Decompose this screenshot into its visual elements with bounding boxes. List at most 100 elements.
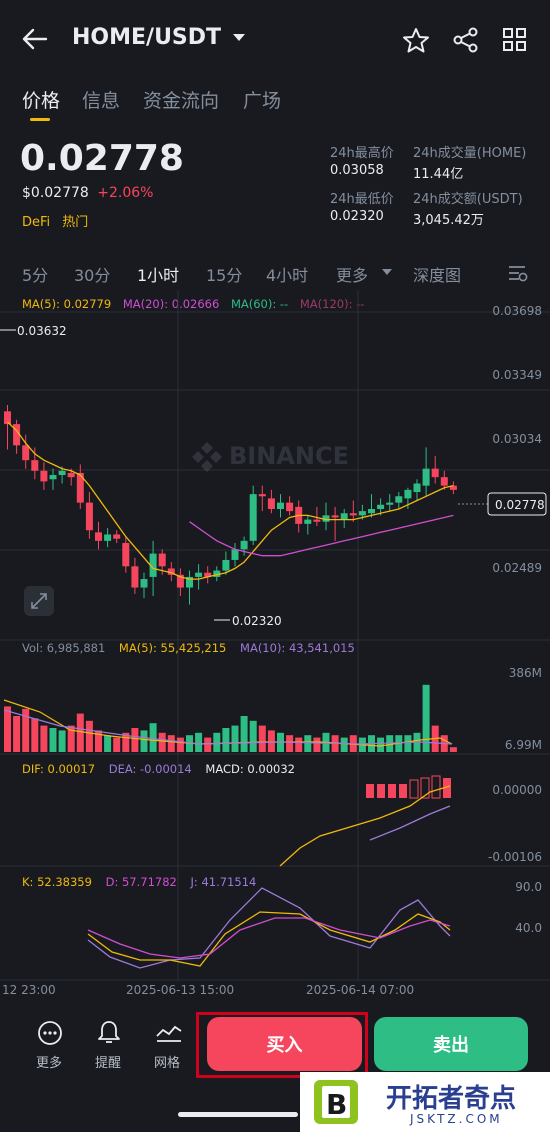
more-label[interactable]: 更多 [36, 1052, 62, 1071]
low-label: 24h最低价 [330, 188, 394, 207]
vol-ma5: MA(5): 55,425,215 [119, 641, 226, 655]
svg-text:0.02778: 0.02778 [495, 498, 545, 512]
volume-bar [77, 714, 84, 752]
d-label: D: 57.71782 [106, 875, 177, 889]
candle-body [423, 469, 430, 486]
home-indicator [178, 1112, 298, 1117]
tab-square[interactable]: 广场 [243, 86, 281, 113]
tab-info[interactable]: 信息 [82, 86, 120, 113]
fiat-price-row: $0.02778 +2.06% [22, 185, 153, 201]
candle-body [332, 515, 339, 517]
candle-body [59, 471, 66, 475]
tab-price[interactable]: 价格 [22, 86, 60, 113]
candle-body [222, 560, 229, 571]
caret-down-icon[interactable] [232, 33, 246, 43]
caret-down-icon[interactable] [381, 268, 393, 276]
candle-body [68, 473, 75, 477]
j-label: J: 41.71514 [191, 875, 257, 889]
candle-body [259, 494, 266, 496]
volume-bar [313, 738, 320, 752]
vol-value: 11.44亿 [413, 163, 463, 182]
star-icon[interactable] [402, 27, 430, 53]
candle-body [241, 541, 248, 549]
amt-label: 24h成交额(USDT) [413, 188, 523, 207]
candle-body [277, 503, 284, 509]
macd-label: MACD: 0.00032 [205, 762, 295, 776]
candle-body [50, 475, 57, 479]
chart-settings-icon[interactable] [507, 263, 529, 283]
kdj-axis-top: 90.0 [515, 880, 542, 894]
macd-axis-bottom: -0.00106 [488, 850, 542, 864]
tf-4h[interactable]: 4小时 [266, 262, 308, 286]
volume-bar [377, 738, 384, 752]
time-label: 2025-06-13 15:00 [126, 983, 234, 997]
tab-fund-flow[interactable]: 资金流向 [143, 86, 219, 113]
buy-button[interactable]: 买入 [207, 1017, 362, 1071]
candle-body [441, 477, 448, 485]
k-label: K: 52.38359 [22, 875, 92, 889]
grid-menu-icon[interactable] [503, 28, 527, 52]
volume-bar [204, 738, 211, 752]
tf-depth[interactable]: 深度图 [413, 262, 461, 286]
volume-bar [141, 730, 148, 752]
header: HOME/USDT [0, 0, 550, 80]
grid-trading-icon[interactable] [155, 1022, 183, 1044]
volume-bar [113, 738, 120, 752]
candle-body [377, 505, 384, 509]
candle-body [104, 534, 111, 540]
volume-bar [86, 721, 93, 752]
volume-bar [213, 733, 220, 752]
candle-body [313, 520, 320, 522]
macd-histogram [366, 776, 451, 798]
price-axis-label: 0.03349 [492, 368, 542, 382]
price-axis-label: 0.03698 [492, 304, 542, 318]
grid-label[interactable]: 网格 [154, 1052, 180, 1071]
sell-button[interactable]: 卖出 [374, 1017, 528, 1071]
volume-bar [295, 738, 302, 752]
candle-body [350, 513, 357, 515]
volume-bar [259, 726, 266, 752]
volume-bar [195, 733, 202, 752]
volume-bar [222, 728, 229, 752]
back-arrow-icon[interactable] [22, 28, 48, 50]
candle-body [232, 549, 239, 560]
tag-hot[interactable]: 热门 [62, 215, 88, 230]
dea-line [370, 806, 450, 840]
low-marker: 0.02320 [232, 614, 282, 628]
tf-5m[interactable]: 5分 [22, 262, 48, 286]
volume-bar [40, 726, 47, 752]
high-marker: 0.03632 [17, 324, 67, 338]
d-line [88, 918, 450, 958]
more-icon[interactable] [37, 1020, 63, 1046]
share-icon[interactable] [452, 27, 480, 53]
vol-label: 24h成交量(HOME) [413, 142, 526, 161]
macd-legend: DIF: 0.00017 DEA: -0.00014 MACD: 0.00032 [22, 762, 295, 776]
price-axis-label: 0.02489 [492, 561, 542, 575]
vol-axis-top: 386M [509, 666, 542, 680]
j-line [88, 888, 450, 968]
volume-bar [404, 735, 411, 752]
bell-icon[interactable] [97, 1020, 121, 1046]
last-price: 0.02778 [20, 138, 184, 179]
tf-15m[interactable]: 15分 [206, 262, 242, 286]
volume-bar [150, 723, 157, 752]
alert-label[interactable]: 提醒 [95, 1052, 121, 1071]
tf-30m[interactable]: 30分 [74, 262, 110, 286]
candle-body [131, 566, 138, 587]
high-value: 0.03058 [330, 163, 384, 178]
logo-mark: B [308, 1076, 364, 1128]
tf-1h[interactable]: 1小时 [137, 262, 179, 286]
volume-bar [232, 726, 239, 752]
candle-body [268, 498, 275, 509]
svg-text:B: B [326, 1088, 347, 1121]
amt-value: 3,045.42万 [413, 209, 484, 228]
candle-body [86, 503, 93, 531]
tag-defi[interactable]: DeFi [22, 215, 50, 230]
vol-value: Vol: 6,985,881 [22, 641, 105, 655]
candle-body [250, 494, 257, 541]
volume-bar [268, 730, 275, 752]
site-logo: B 开拓者奇点 JSKTZ.COM [300, 1072, 550, 1132]
tf-more[interactable]: 更多 [336, 262, 368, 286]
volume-bar [341, 738, 348, 752]
pair-title[interactable]: HOME/USDT [72, 25, 221, 50]
